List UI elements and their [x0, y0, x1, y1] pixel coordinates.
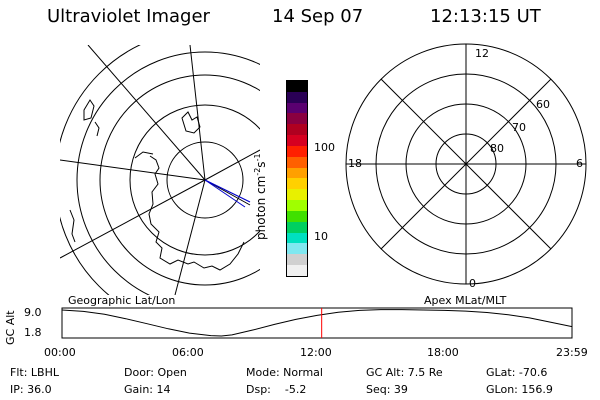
- mlat-label-80: 80: [490, 142, 504, 155]
- instrument-title: Ultraviolet Imager: [47, 6, 210, 27]
- mlt-label-0: 0: [469, 277, 476, 290]
- info-glat: GLat: -70.6: [486, 366, 548, 379]
- xtick-1800: 18:00: [427, 346, 459, 359]
- mlt-label-6: 6: [576, 157, 583, 170]
- info-seq: Seq: 39: [366, 383, 408, 396]
- mlt-label-12: 12: [475, 47, 489, 60]
- xtick-0600: 06:00: [172, 346, 204, 359]
- info-filter: Flt: LBHL: [10, 366, 59, 379]
- xtick-1200: 12:00: [300, 346, 332, 359]
- colorbar-segment: [287, 200, 307, 211]
- colorbar-segment: [287, 243, 307, 255]
- chart-frame: [61, 307, 573, 339]
- colorbar-tick-100: 100: [314, 141, 335, 154]
- date-label: 14 Sep 07: [272, 6, 364, 27]
- colorbar-segment: [287, 102, 307, 114]
- colorbar-segment: [287, 254, 307, 266]
- info-ip: IP: 36.0: [10, 383, 52, 396]
- colorbar-segment: [287, 189, 307, 201]
- info-door: Door: Open: [124, 366, 187, 379]
- ytick-top: 9.0: [24, 306, 42, 319]
- altitude-series-line: [61, 309, 573, 337]
- info-mode: Mode: Normal: [246, 366, 323, 379]
- info-dsp: Dsp: -5.2: [246, 383, 307, 396]
- xtick-2359: 23:59: [556, 346, 588, 359]
- time-label: 12:13:15 UT: [430, 6, 541, 27]
- xtick-0000: 00:00: [44, 346, 76, 359]
- geographic-caption: Geographic Lat/Lon: [68, 294, 176, 307]
- colorbar-segment: [287, 124, 307, 136]
- chart-ylabel: GC Alt: [4, 310, 17, 345]
- colorbar-segment: [287, 178, 307, 190]
- colorbar-segment: [287, 91, 307, 103]
- apex-caption: Apex MLat/MLT: [424, 294, 507, 307]
- colorbar-segment: [287, 81, 307, 92]
- info-gc-alt: GC Alt: 7.5 Re: [366, 366, 443, 379]
- colorbar-segment: [287, 232, 307, 244]
- colorbar: [286, 80, 308, 277]
- colorbar-segment: [287, 167, 307, 179]
- mlat-label-70: 70: [512, 121, 526, 134]
- colorbar-segment: [287, 265, 307, 276]
- colorbar-tick-10: 10: [314, 230, 328, 243]
- colorbar-segment: [287, 210, 307, 222]
- colorbar-segment: [287, 145, 307, 157]
- info-glon: GLon: 156.9: [486, 383, 553, 396]
- altitude-chart: [61, 307, 573, 339]
- info-gain: Gain: 14: [124, 383, 171, 396]
- mlt-label-18: 18: [348, 157, 362, 170]
- mlat-label-60: 60: [536, 98, 550, 111]
- ytick-bottom: 1.8: [24, 326, 42, 339]
- colorbar-segment: [287, 113, 307, 125]
- colorbar-segment: [287, 156, 307, 168]
- colorbar-segment: [287, 135, 307, 146]
- colorbar-segment: [287, 221, 307, 233]
